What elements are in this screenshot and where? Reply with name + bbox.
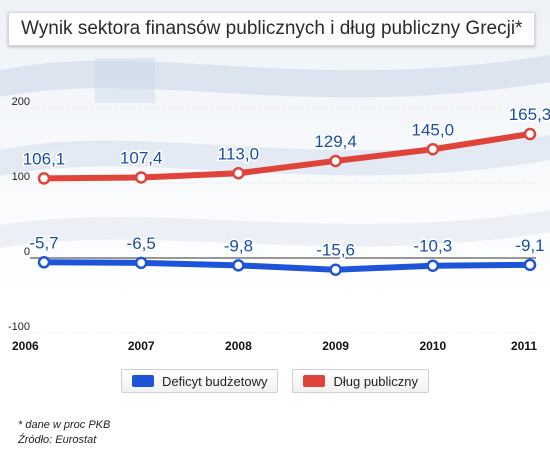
legend-swatch-debt — [303, 375, 326, 387]
legend-item-deficit: Deficyt budżetowy — [120, 369, 279, 393]
data-label-debt: 145,0 — [412, 120, 455, 139]
y-tick-label: 100 — [12, 171, 30, 183]
data-label-deficit: -6,5 — [127, 234, 156, 253]
data-point-deficit — [232, 259, 245, 272]
x-tick-label: 2009 — [322, 339, 349, 353]
data-point-deficit — [37, 256, 51, 269]
footnote-source: Źródło: Eurostat — [18, 434, 97, 446]
title-box: Wynik sektora finansów publicznych i dłu… — [8, 12, 536, 46]
x-tick-label: 2006 — [12, 339, 39, 353]
data-label-debt: 129,4 — [314, 132, 357, 151]
data-label-deficit: -10,3 — [413, 237, 452, 256]
data-point-debt — [37, 172, 51, 185]
legend-item-debt: Dług publiczny — [292, 369, 430, 393]
data-point-deficit — [523, 258, 537, 272]
data-point-deficit — [426, 259, 440, 272]
data-label-debt: 113,0 — [218, 144, 259, 163]
data-point-debt — [426, 143, 440, 156]
data-point-deficit — [134, 256, 148, 270]
x-tick-label: 2007 — [128, 339, 155, 353]
chart-title: Wynik sektora finansów publicznych i dłu… — [21, 18, 523, 39]
data-label-deficit: -9,8 — [224, 236, 253, 255]
data-label-debt: 165,3 — [509, 105, 550, 124]
y-tick-label: -100 — [8, 321, 30, 333]
x-tick-label: 2008 — [225, 339, 252, 353]
series-line-debt — [41, 131, 533, 182]
plot-area: 200 100 0 -100 2006 2007 2008 2009 2010 2011 -5,7 -… — [8, 96, 550, 353]
series-line-deficit — [41, 259, 533, 273]
y-tick-label: 200 — [12, 96, 30, 108]
legend-swatch-deficit — [131, 375, 154, 387]
data-label-deficit: -15,6 — [316, 241, 355, 260]
x-tick-label: 2011 — [511, 339, 537, 353]
data-label-debt: 106,1 — [23, 149, 66, 168]
data-point-deficit — [329, 263, 342, 276]
legend-label-deficit: Deficyt budżetowy — [161, 373, 268, 389]
x-tick-label: 2010 — [419, 339, 446, 353]
data-label-deficit: -5,7 — [29, 233, 58, 252]
legend: Deficyt budżetowy Dług publiczny — [0, 369, 550, 393]
data-point-debt — [523, 127, 537, 141]
legend-label-debt: Dług publiczny — [333, 373, 419, 389]
data-point-debt — [134, 171, 148, 184]
data-label-debt: 107,4 — [120, 148, 163, 167]
data-point-debt — [232, 167, 245, 180]
background-flag — [0, 0, 550, 300]
data-label-deficit: -9,1 — [515, 236, 544, 255]
data-point-debt — [329, 154, 342, 168]
y-tick-label: 0 — [24, 246, 30, 258]
footnote-note: * dane w proc PKB — [18, 419, 111, 431]
